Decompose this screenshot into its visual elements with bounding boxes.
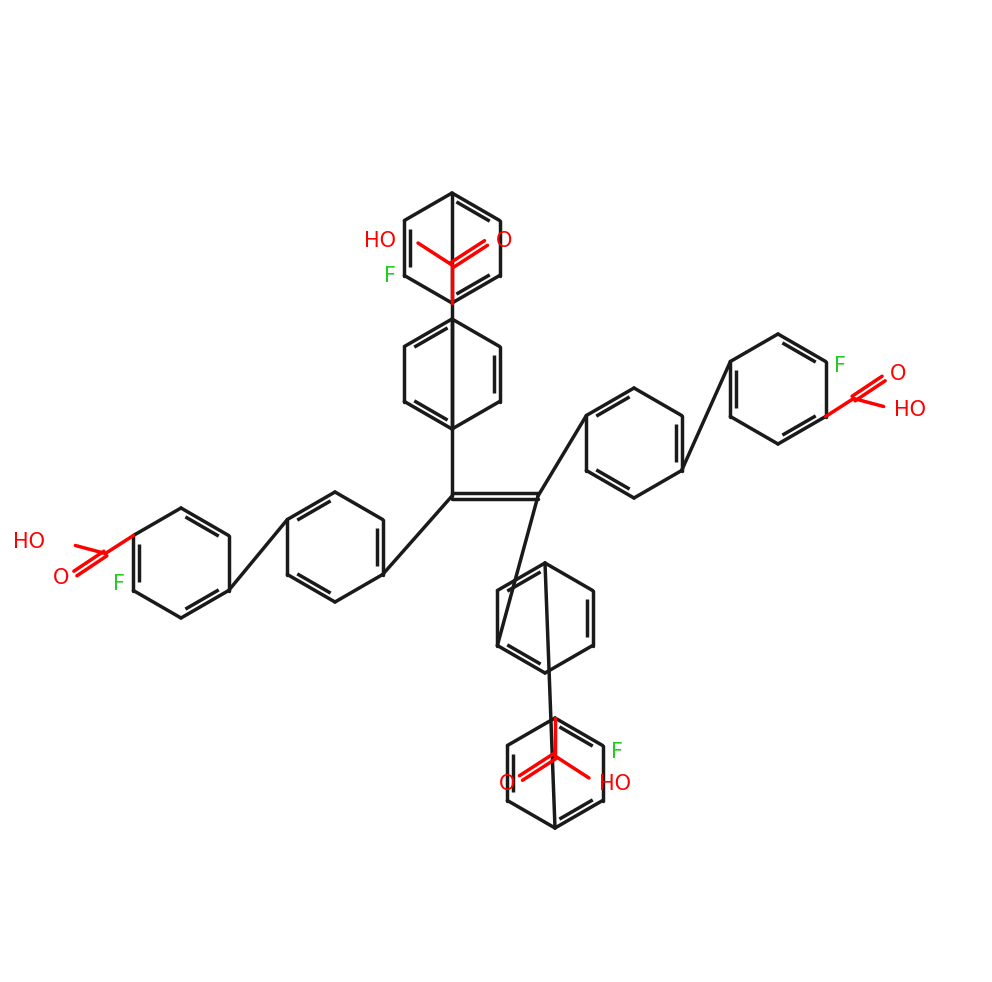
Text: F: F [113, 574, 125, 594]
Text: O: O [496, 231, 512, 251]
Text: HO: HO [599, 774, 631, 794]
Text: F: F [384, 265, 397, 286]
Text: O: O [499, 774, 515, 794]
Text: F: F [611, 741, 623, 761]
Text: HO: HO [894, 401, 926, 420]
Text: HO: HO [13, 531, 46, 552]
Text: O: O [890, 364, 906, 385]
Text: F: F [833, 355, 845, 375]
Text: HO: HO [364, 231, 396, 251]
Text: O: O [54, 568, 69, 587]
